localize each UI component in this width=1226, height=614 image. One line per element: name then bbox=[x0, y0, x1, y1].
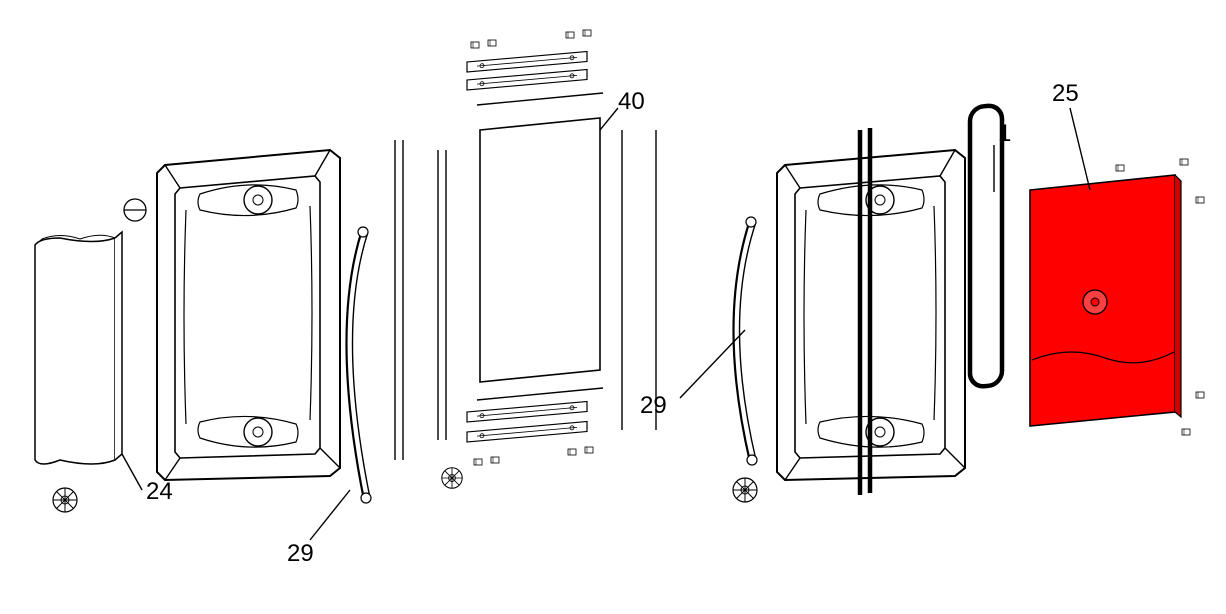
outer-cover-plate bbox=[35, 232, 122, 464]
callout-25: 25 bbox=[1052, 80, 1079, 108]
inner-rods bbox=[395, 140, 446, 460]
bottom-rails bbox=[467, 402, 587, 442]
glass-pane bbox=[480, 118, 600, 382]
callout-29-left: 29 bbox=[287, 540, 314, 568]
exploded-diagram bbox=[0, 0, 1226, 614]
top-rails bbox=[467, 52, 587, 90]
right-assembly bbox=[733, 105, 1204, 502]
rosette-bottom-left bbox=[53, 488, 77, 512]
callout-1: 1 bbox=[998, 120, 1011, 148]
callout-24: 24 bbox=[146, 478, 173, 506]
handle-left bbox=[346, 227, 371, 503]
left-assembly bbox=[35, 30, 656, 512]
long-rods bbox=[622, 130, 656, 430]
rosette-top-left bbox=[124, 199, 146, 221]
seal-gasket-wide bbox=[978, 166, 1014, 455]
handle-right bbox=[734, 217, 758, 465]
door-frame-left bbox=[157, 150, 340, 480]
solid-panel bbox=[1030, 175, 1181, 426]
rosette-right bbox=[733, 478, 757, 502]
rosette-mid bbox=[442, 468, 462, 488]
callout-29-right: 29 bbox=[640, 392, 667, 420]
callout-40: 40 bbox=[618, 88, 645, 116]
